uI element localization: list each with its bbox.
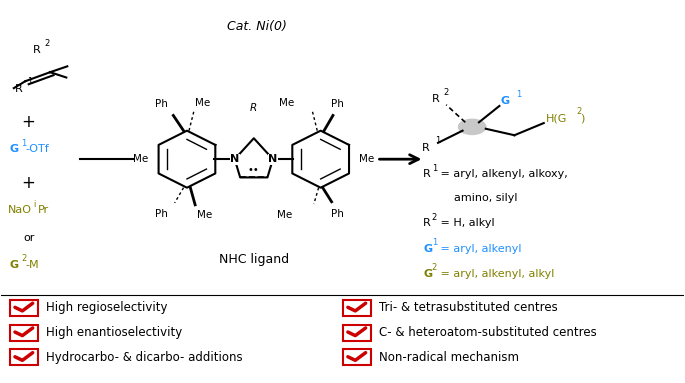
Text: 2: 2 — [21, 254, 27, 263]
Text: 2: 2 — [432, 264, 437, 272]
Text: Me: Me — [195, 98, 210, 108]
Text: 1: 1 — [436, 136, 440, 146]
Text: NaO: NaO — [8, 205, 32, 215]
Text: 1: 1 — [21, 139, 27, 148]
Text: High regioselectivity: High regioselectivity — [46, 301, 167, 314]
Text: R: R — [432, 95, 439, 105]
Text: Ph: Ph — [155, 210, 167, 219]
Text: Ph: Ph — [332, 210, 344, 219]
Text: R: R — [250, 103, 258, 113]
Text: G: G — [423, 244, 432, 254]
Text: Me: Me — [360, 154, 375, 164]
Text: G: G — [423, 268, 432, 278]
Circle shape — [458, 119, 486, 134]
Text: High enantioselectivity: High enantioselectivity — [46, 326, 182, 339]
Text: +: + — [22, 174, 36, 192]
Text: H(G: H(G — [546, 113, 567, 123]
Bar — [10, 349, 38, 365]
Bar — [342, 349, 371, 365]
Text: Me: Me — [197, 210, 212, 221]
Bar — [342, 300, 371, 316]
Text: Me: Me — [277, 210, 292, 221]
Text: = aryl, alkenyl, alkoxy,: = aryl, alkenyl, alkoxy, — [436, 169, 567, 179]
Text: Ph: Ph — [155, 99, 167, 109]
Text: or: or — [23, 233, 34, 243]
Text: C- & heteroatom-substituted centres: C- & heteroatom-substituted centres — [379, 326, 597, 339]
Text: 2: 2 — [444, 88, 449, 97]
Text: Me: Me — [279, 98, 295, 108]
Text: 2: 2 — [577, 107, 582, 116]
Text: Hydrocarbo- & dicarbo- additions: Hydrocarbo- & dicarbo- additions — [46, 351, 242, 364]
Text: R: R — [422, 143, 429, 153]
Text: Cat. Ni(0): Cat. Ni(0) — [227, 20, 287, 33]
Bar — [10, 325, 38, 340]
Text: Ph: Ph — [332, 99, 344, 109]
Text: R: R — [423, 218, 431, 228]
Text: Non-radical mechanism: Non-radical mechanism — [379, 351, 519, 364]
Text: Me: Me — [133, 154, 148, 164]
Text: NHC ligand: NHC ligand — [219, 254, 289, 267]
Text: 1: 1 — [432, 164, 437, 173]
Text: -OTf: -OTf — [25, 144, 49, 154]
Text: N: N — [269, 154, 277, 164]
Text: 1: 1 — [27, 77, 32, 87]
Text: ): ) — [580, 113, 584, 123]
Text: Pr: Pr — [38, 205, 49, 215]
Text: = aryl, alkenyl, alkyl: = aryl, alkenyl, alkyl — [436, 268, 554, 278]
Text: Tri- & tetrasubstituted centres: Tri- & tetrasubstituted centres — [379, 301, 558, 314]
Text: = aryl, alkenyl: = aryl, alkenyl — [436, 244, 521, 254]
Text: G: G — [501, 96, 510, 106]
Bar — [342, 325, 371, 340]
Text: R: R — [15, 84, 23, 94]
Text: 1: 1 — [432, 238, 437, 247]
Text: G: G — [10, 144, 18, 154]
Text: 1: 1 — [516, 90, 522, 99]
Text: i: i — [33, 200, 35, 209]
Text: = H, alkyl: = H, alkyl — [436, 218, 495, 228]
Text: amino, silyl: amino, silyl — [453, 193, 517, 203]
Text: G: G — [10, 260, 18, 270]
Text: R: R — [33, 45, 40, 55]
Text: +: + — [22, 113, 36, 131]
Text: 2: 2 — [45, 39, 50, 48]
Text: 2: 2 — [432, 213, 437, 222]
Text: ••: •• — [248, 165, 260, 175]
Text: N: N — [230, 154, 239, 164]
Text: R: R — [423, 169, 431, 179]
Bar — [10, 300, 38, 316]
Text: -M: -M — [25, 260, 39, 270]
